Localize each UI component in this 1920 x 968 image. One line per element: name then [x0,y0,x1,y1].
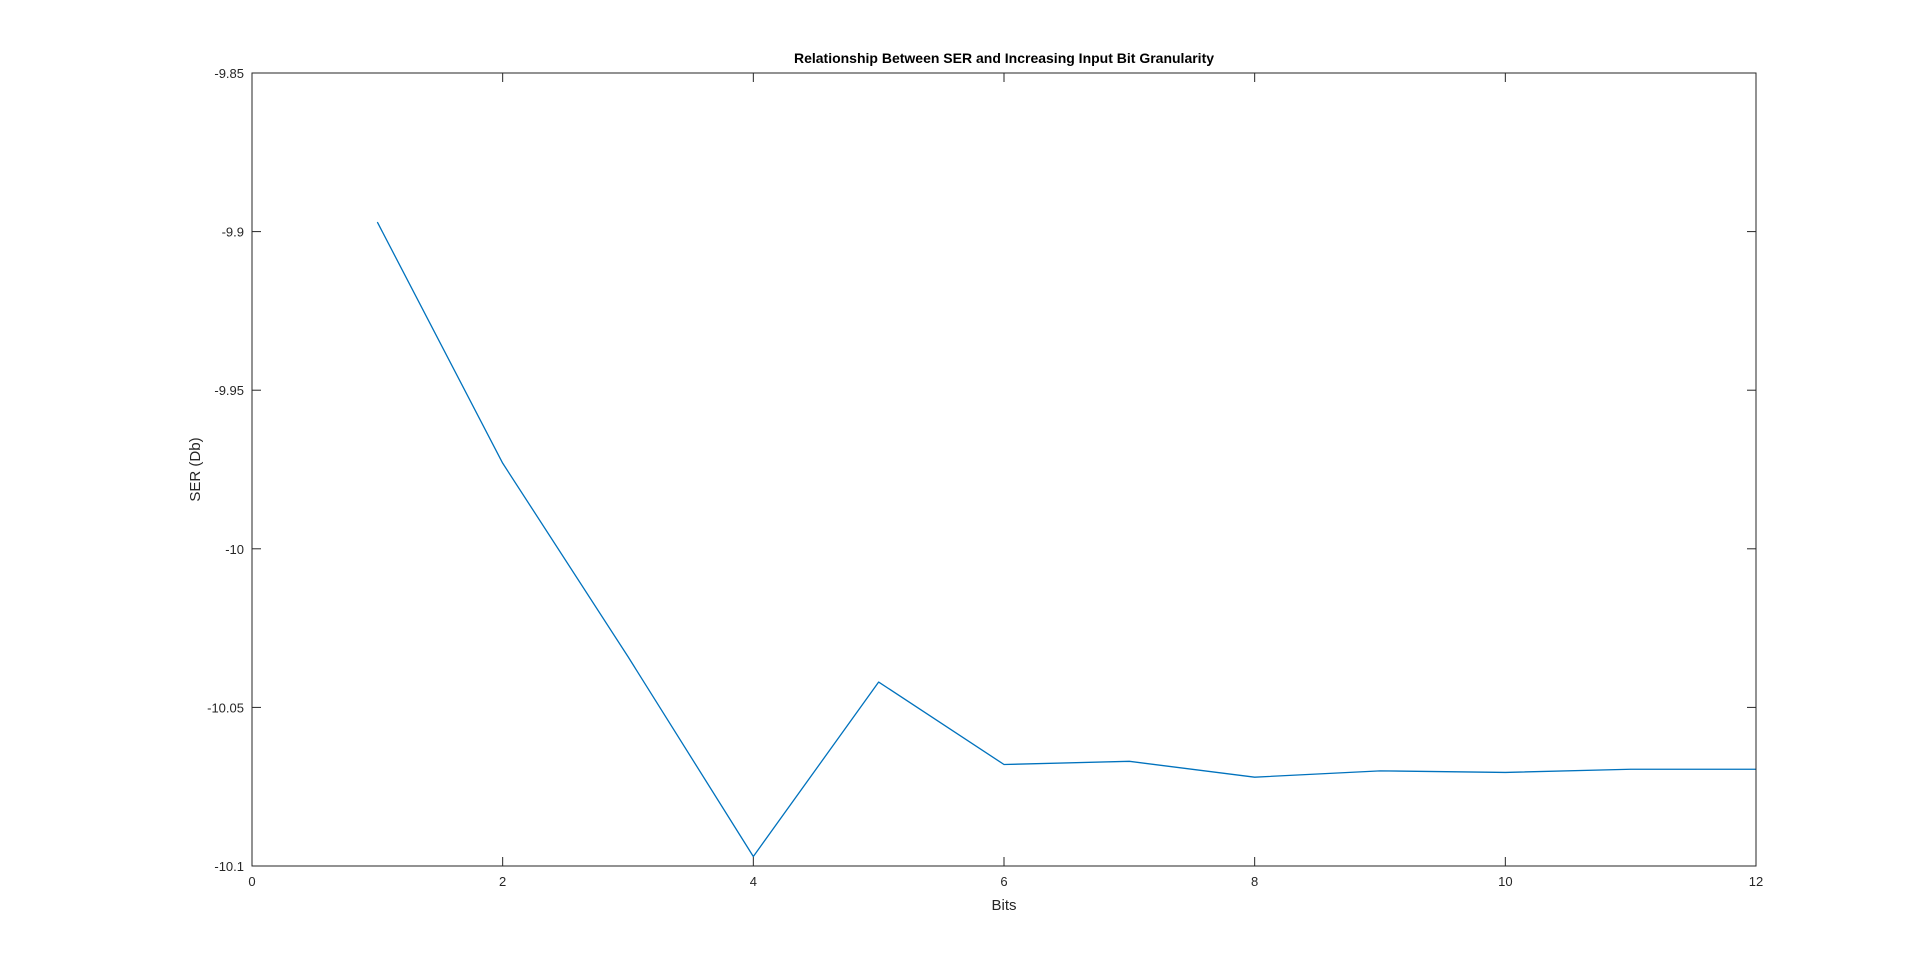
y-axis-label: SER (Db) [187,437,204,501]
x-tick-label: 6 [1000,874,1007,889]
x-axis-label: Bits [991,897,1016,914]
x-tick-label: 8 [1251,874,1258,889]
y-tick-label: -10.1 [214,859,244,874]
axes-box [252,73,1756,866]
y-tick-labels: -9.85 -9.9 -9.95 -10 -10.05 -10.1 [207,66,244,874]
y-tick-label: -9.95 [214,383,244,398]
tick-marks [252,73,1756,866]
y-tick-label: -10 [225,542,244,557]
y-tick-label: -10.05 [207,700,244,715]
x-tick-label: 12 [1749,874,1763,889]
chart-title: Relationship Between SER and Increasing … [794,50,1214,66]
x-tick-labels: 0 2 4 6 8 10 12 [248,874,1763,889]
y-tick-label: -9.85 [214,66,244,81]
series-line [377,222,1756,856]
x-tick-label: 0 [248,874,255,889]
y-tick-label: -9.9 [222,225,244,240]
x-tick-label: 4 [750,874,757,889]
x-tick-label: 2 [499,874,506,889]
series-layer [377,222,1756,856]
x-tick-label: 10 [1498,874,1512,889]
